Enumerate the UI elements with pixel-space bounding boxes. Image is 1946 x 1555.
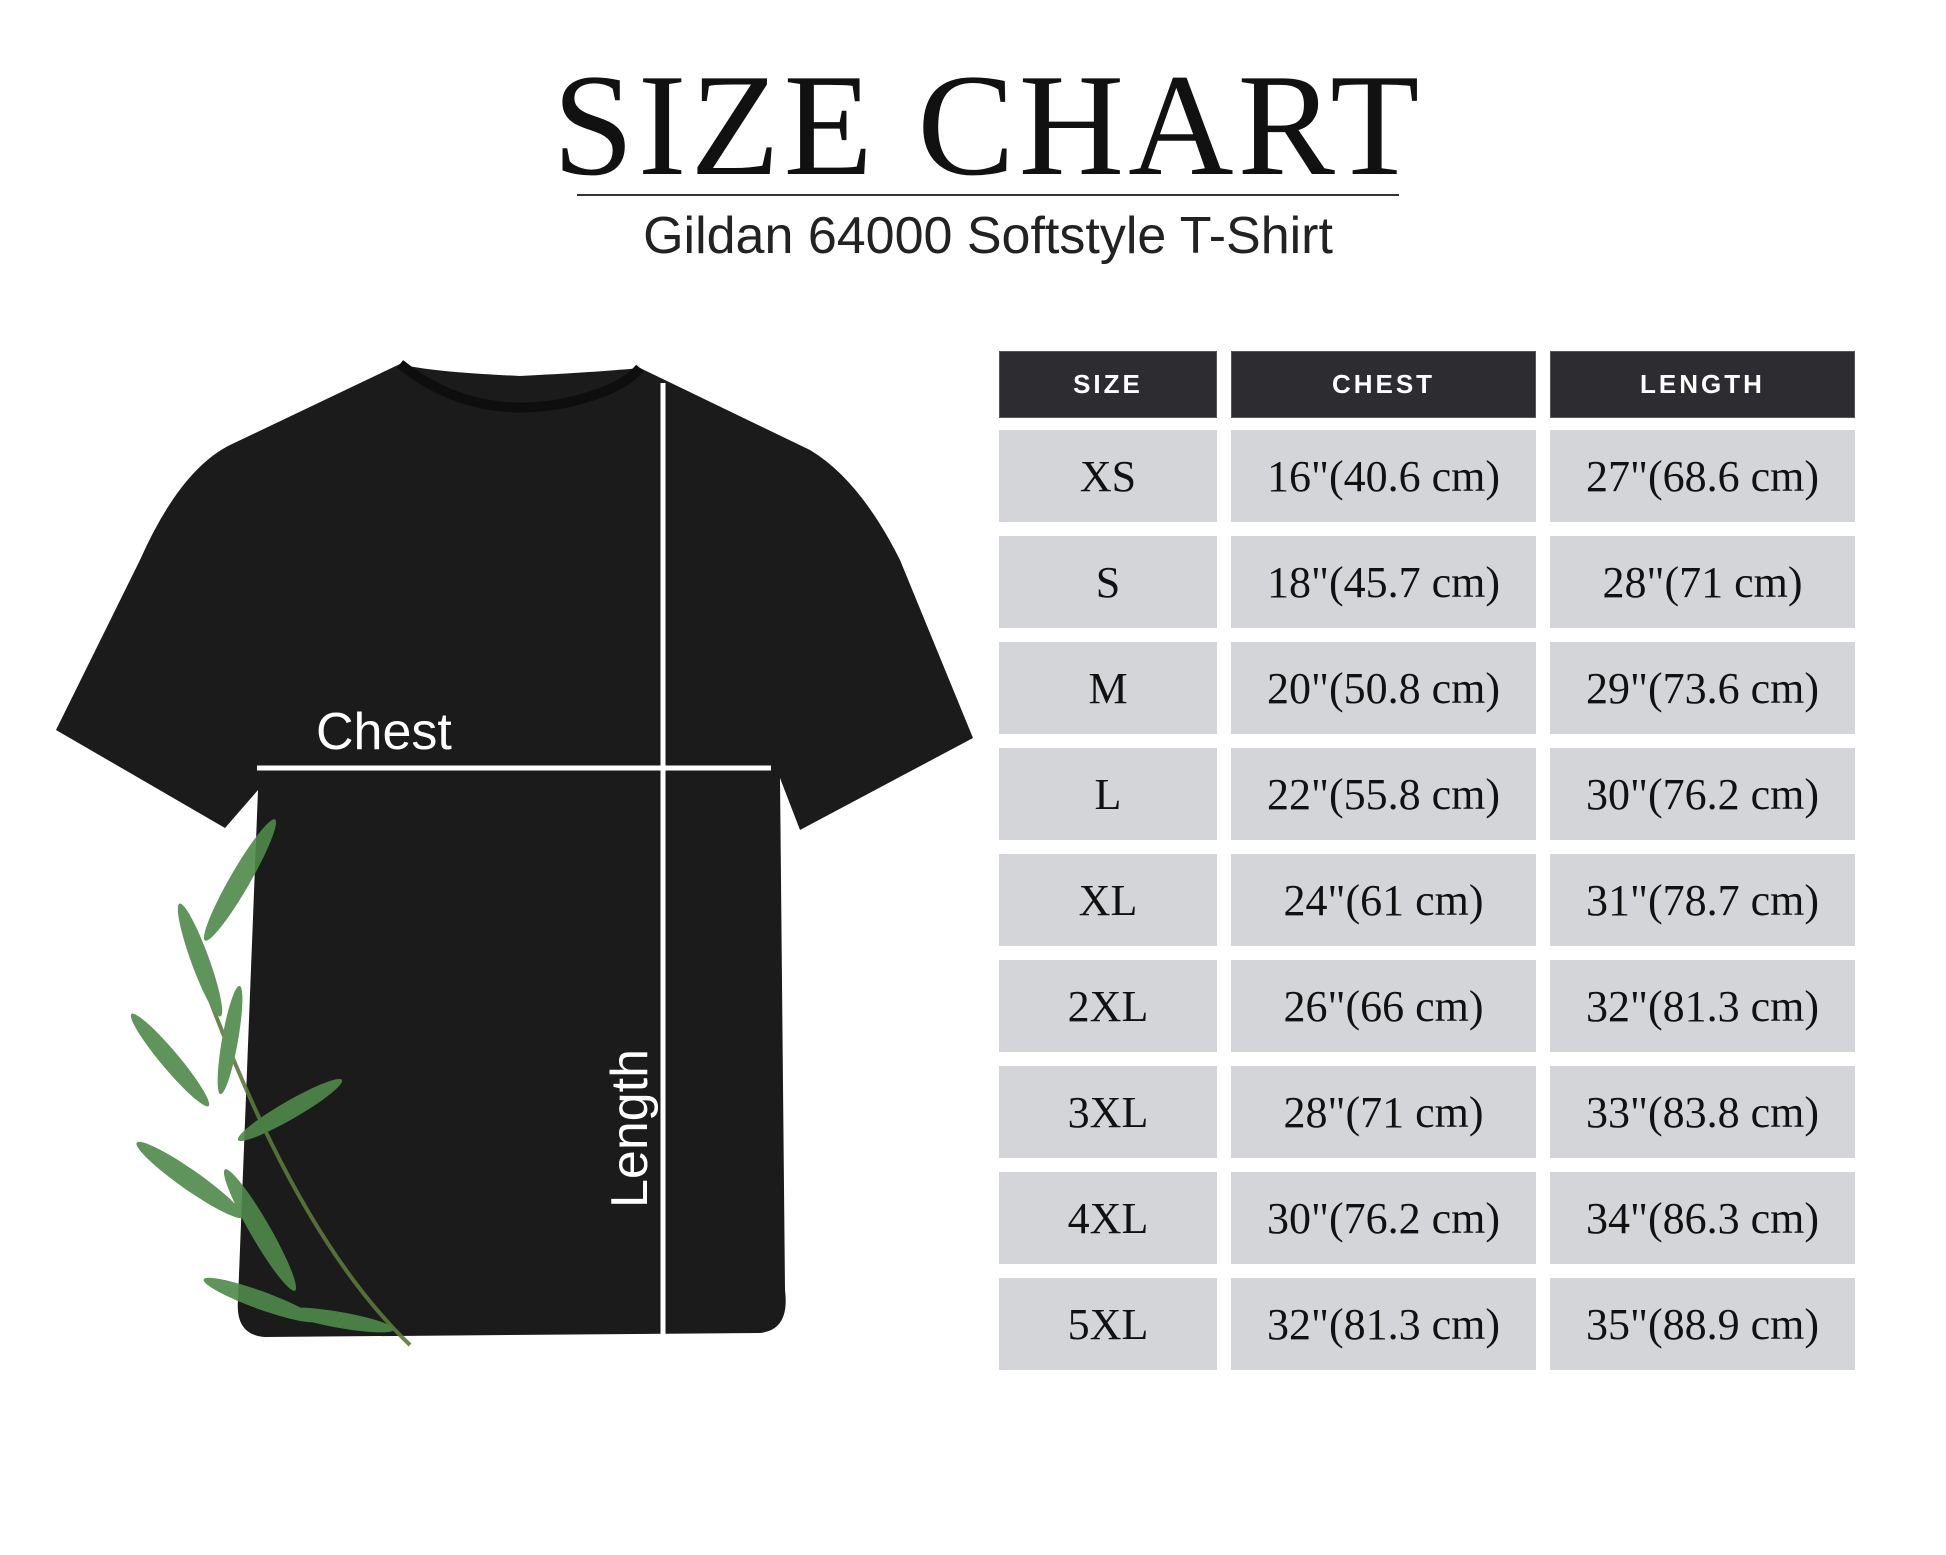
- size-cell: XL: [999, 854, 1217, 946]
- length-cell: 33"(83.8 cm): [1550, 1066, 1855, 1158]
- length-cell: 35"(88.9 cm): [1550, 1278, 1855, 1370]
- size-cell: 4XL: [999, 1172, 1217, 1264]
- size-cell: M: [999, 642, 1217, 734]
- chest-label: Chest: [316, 703, 452, 761]
- chest-cell: 16"(40.6 cm): [1231, 430, 1536, 522]
- size-cell: 3XL: [999, 1066, 1217, 1158]
- length-cell: 31"(78.7 cm): [1550, 854, 1855, 946]
- chest-cell: 26"(66 cm): [1231, 960, 1536, 1052]
- length-cell: 30"(76.2 cm): [1550, 748, 1855, 840]
- chest-cell: 24"(61 cm): [1231, 854, 1536, 946]
- length-cell: 29"(73.6 cm): [1550, 642, 1855, 734]
- size-cell: 2XL: [999, 960, 1217, 1052]
- leaf-branch-icon: [130, 819, 412, 1347]
- column-header-size: SIZE: [999, 351, 1217, 418]
- size-cell: 5XL: [999, 1278, 1217, 1370]
- size-cell: S: [999, 536, 1217, 628]
- length-cell: 27"(68.6 cm): [1550, 430, 1855, 522]
- length-cell: 28"(71 cm): [1550, 536, 1855, 628]
- length-cell: 32"(81.3 cm): [1550, 960, 1855, 1052]
- page-subtitle: Gildan 64000 Softstyle T-Shirt: [643, 207, 1333, 265]
- chest-cell: 30"(76.2 cm): [1231, 1172, 1536, 1264]
- column-header-chest: CHEST: [1231, 351, 1536, 418]
- page-title: SIZE CHART: [552, 44, 1424, 206]
- length-cell: 34"(86.3 cm): [1550, 1172, 1855, 1264]
- size-cell: XS: [999, 430, 1217, 522]
- title-divider: [577, 194, 1399, 196]
- size-cell: L: [999, 748, 1217, 840]
- tshirt-diagram: [56, 360, 973, 1347]
- column-header-length: LENGTH: [1550, 351, 1855, 418]
- chest-cell: 22"(55.8 cm): [1231, 748, 1536, 840]
- tshirt-shape: [56, 364, 973, 1337]
- chest-cell: 28"(71 cm): [1231, 1066, 1536, 1158]
- length-label: Length: [601, 1048, 659, 1208]
- chest-cell: 32"(81.3 cm): [1231, 1278, 1536, 1370]
- chest-cell: 18"(45.7 cm): [1231, 536, 1536, 628]
- chest-cell: 20"(50.8 cm): [1231, 642, 1536, 734]
